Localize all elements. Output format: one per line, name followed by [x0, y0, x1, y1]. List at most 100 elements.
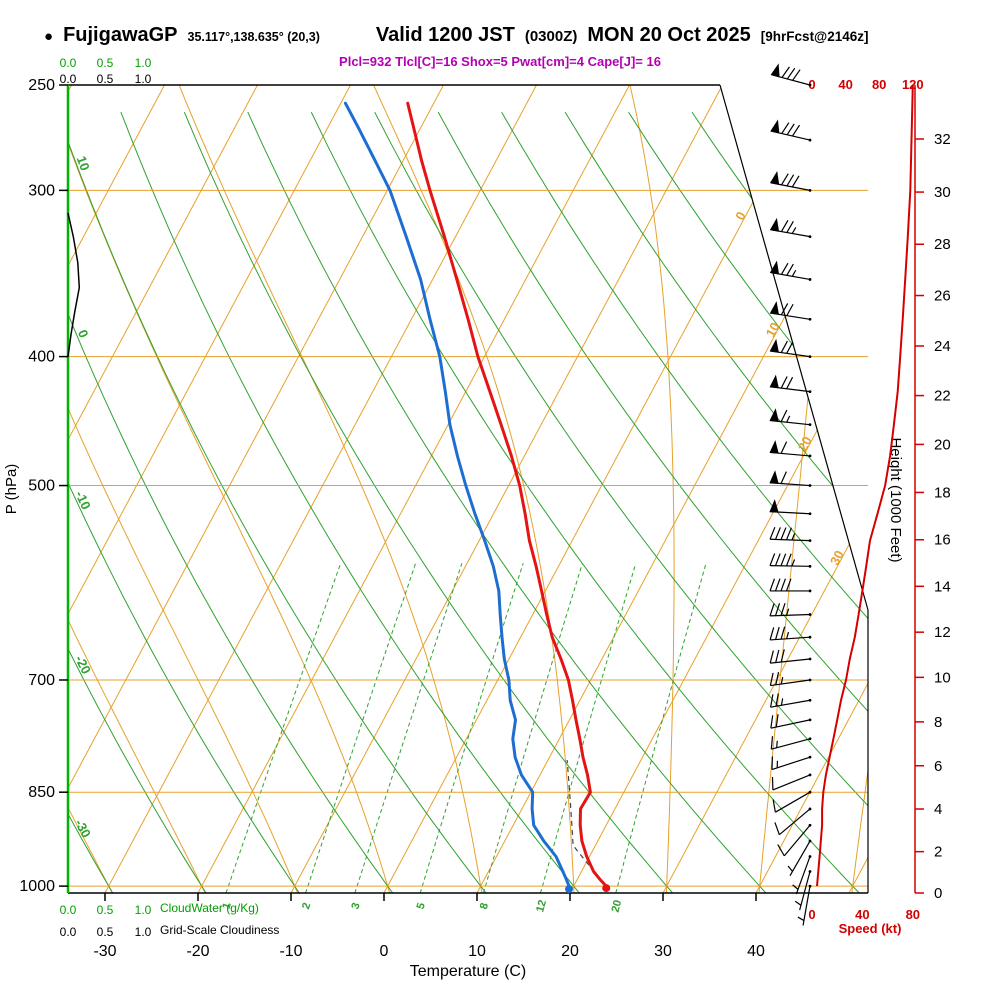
svg-text:0.5: 0.5: [97, 925, 114, 939]
surface-temperature-dot: [602, 884, 611, 893]
wind-barb: [769, 626, 812, 641]
svg-text:24: 24: [934, 338, 951, 355]
chart-title: ● FujigawaGP 35.117°,138.635° (20,3) Val…: [44, 24, 869, 47]
svg-text:0.0: 0.0: [60, 925, 77, 939]
svg-text:1.0: 1.0: [135, 72, 152, 86]
svg-text:0.5: 0.5: [97, 903, 114, 917]
svg-text:120: 120: [902, 77, 924, 92]
wind-barb: [769, 260, 812, 281]
surface-dewpoint-dot: [565, 885, 574, 894]
svg-text:0: 0: [934, 885, 942, 902]
svg-text:0: 0: [75, 327, 92, 340]
svg-text:18: 18: [934, 484, 951, 501]
valid-time: Valid 1200 JST: [375, 24, 515, 46]
plot-border: [66, 84, 869, 894]
svg-text:0.5: 0.5: [97, 56, 114, 70]
wind-barb: [769, 499, 812, 516]
wind-barb: [769, 526, 812, 543]
svg-text:1.0: 1.0: [135, 903, 152, 917]
svg-text:20: 20: [561, 943, 579, 960]
wind-barb: [769, 217, 812, 239]
wind-barb: [770, 693, 812, 708]
cloudiness-curve: [67, 212, 81, 357]
svg-text:8: 8: [478, 902, 491, 911]
wind-barbs: [769, 63, 812, 926]
wind-barb: [770, 736, 812, 750]
svg-text:6: 6: [934, 758, 942, 775]
svg-text:0.5: 0.5: [97, 72, 114, 86]
wind-barb: [769, 170, 812, 192]
wind-barb: [769, 408, 812, 427]
isobar-lines: [68, 189, 868, 887]
svg-text:40: 40: [838, 77, 852, 92]
svg-text:1000: 1000: [19, 878, 55, 895]
wind-barb: [769, 470, 812, 487]
svg-text:20: 20: [934, 436, 951, 453]
wind-barb: [770, 63, 812, 87]
dewpoint-curve: [343, 101, 571, 888]
wind-barb: [771, 755, 812, 771]
svg-text:-10: -10: [72, 488, 94, 511]
svg-text:10: 10: [934, 669, 951, 686]
forecast-tag: [9hrFcst@2146z]: [760, 29, 869, 44]
svg-text:28: 28: [934, 236, 951, 253]
svg-text:500: 500: [28, 478, 55, 495]
background-grid: [68, 85, 868, 893]
cloudiness-axis-label: Grid-Scale Cloudiness: [160, 923, 280, 937]
wind-barb: [769, 440, 812, 458]
wind-barb: [769, 338, 812, 359]
svg-text:20: 20: [795, 434, 815, 454]
wind-barb: [769, 553, 812, 568]
wind-barb: [794, 870, 812, 911]
svg-text:850: 850: [28, 784, 55, 801]
wind-barb: [777, 823, 812, 857]
wind-barb: [774, 807, 812, 836]
svg-text:2: 2: [300, 901, 313, 911]
wind-barb: [792, 855, 812, 895]
svg-text:250: 250: [28, 77, 55, 94]
svg-text:0: 0: [808, 907, 815, 922]
svg-text:-30: -30: [93, 943, 116, 960]
wind-barb: [769, 671, 812, 687]
svg-text:40: 40: [855, 907, 869, 922]
svg-text:80: 80: [906, 907, 920, 922]
svg-text:16: 16: [934, 532, 951, 549]
svg-text:P (hPa): P (hPa): [3, 464, 20, 515]
svg-text:30: 30: [934, 184, 951, 201]
svg-text:-20: -20: [186, 943, 209, 960]
station-bullet: ●: [44, 28, 54, 45]
svg-text:0: 0: [380, 943, 389, 960]
svg-text:1.0: 1.0: [135, 56, 152, 70]
station-coordinates: 35.117°,138.635° (20,3): [187, 30, 320, 44]
svg-text:5: 5: [415, 901, 428, 910]
svg-text:20: 20: [610, 899, 625, 914]
speed-axis-label: Speed (kt): [838, 921, 902, 936]
station-name: FujigawaGP: [63, 24, 178, 46]
svg-text:1.0: 1.0: [135, 925, 152, 939]
wind-barb: [771, 773, 812, 791]
svg-text:0.0: 0.0: [60, 56, 77, 70]
wind-barb: [769, 374, 812, 394]
wind-barb: [772, 790, 812, 813]
svg-text:26: 26: [934, 288, 951, 305]
svg-text:0.0: 0.0: [60, 72, 77, 86]
svg-text:80: 80: [872, 77, 886, 92]
wind-barb: [787, 839, 812, 876]
stability-parameters: Plcl=932 Tlcl[C]=16 Shox=5 Pwat[cm]=4 Ca…: [339, 54, 661, 69]
wind-speed-curve: [816, 84, 914, 887]
svg-text:4: 4: [934, 801, 942, 818]
svg-text:2: 2: [934, 844, 942, 861]
wind-barb: [769, 301, 812, 321]
svg-text:10: 10: [763, 320, 783, 340]
svg-text:400: 400: [28, 349, 55, 366]
svg-text:12: 12: [534, 899, 549, 914]
svg-text:-10: -10: [279, 943, 302, 960]
svg-text:0: 0: [808, 77, 815, 92]
svg-text:300: 300: [28, 182, 55, 199]
svg-text:700: 700: [28, 672, 55, 689]
